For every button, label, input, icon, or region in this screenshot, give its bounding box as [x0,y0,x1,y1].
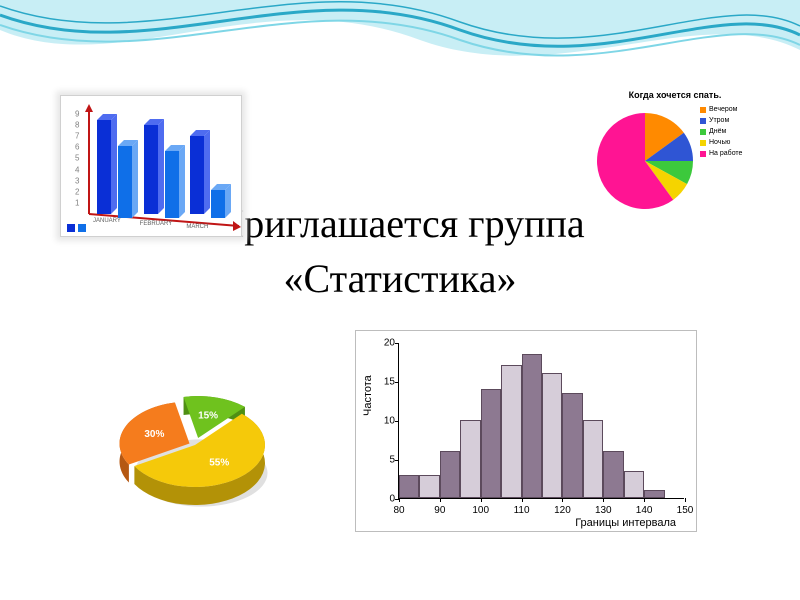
pie-bl-label: 55% [209,458,229,469]
bar3d-chart: 123456789JANUARYFEBRUARYMARCH [60,95,242,237]
title-line-2: «Статистика» [0,255,800,302]
histogram: Частота Границы интервала 05101520809010… [355,330,697,532]
hist-bar [542,373,562,498]
hist-bar [603,451,623,498]
hist-bar [481,389,501,498]
hist-bar [624,471,644,498]
hist-bar [399,475,419,498]
pie-top-right: Когда хочется спать. Вечером Утром Днём Ноч… [590,90,760,240]
hist-ytick: 0 [371,494,395,505]
hist-plot: 051015208090100110120130140150 [398,343,684,499]
hist-xtick: 100 [472,505,489,516]
bar3d-xlabel: MARCH [186,224,208,230]
hist-bar [522,354,542,498]
bar3d-legend [67,224,86,232]
hist-xtick: 120 [554,505,571,516]
hist-ytick: 5 [371,455,395,466]
hist-xtick: 90 [434,505,445,516]
pie-bl-label: 30% [144,429,164,440]
bar3d-bar [165,151,179,218]
hist-xtick: 110 [514,505,530,516]
hist-ytick: 20 [371,338,395,349]
slide: Приглашается группа «Статистика» 1234567… [0,0,800,600]
pie-tr-svg [590,106,700,216]
hist-bar [562,393,582,498]
bar3d-bar [190,136,204,214]
bar3d-bar [144,125,158,214]
hist-bar [583,420,603,498]
pie-tr-legend-item: Ночью [700,139,742,146]
pie-bottom-left: 30% 15% 55% [95,360,305,530]
hist-bar [440,451,460,498]
pie-bl-svg: 30% 15% 55% [95,360,305,530]
bar3d-bar [211,190,225,218]
hist-bar [501,365,521,498]
hist-ytick: 15 [371,377,395,388]
bar3d-xlabel: JANUARY [93,218,121,224]
hist-bar [460,420,480,498]
hist-xtick: 150 [677,505,694,516]
pie-tr-legend-item: Вечером [700,106,742,113]
pie-tr-legend-item: Днём [700,128,742,135]
bar3d-bar [97,120,111,214]
bar3d-xlabel: FEBRUARY [140,221,173,227]
pie-tr-legend-item: На работе [700,150,742,157]
hist-xtick: 80 [393,505,404,516]
pie-tr-title: Когда хочется спать. [590,90,760,100]
hist-bar [419,475,439,498]
hist-xtick: 130 [595,505,612,516]
pie-bl-label: 15% [198,410,218,421]
pie-tr-legend-item: Утром [700,117,742,124]
bar3d-bar [118,146,132,218]
hist-bar [644,490,664,498]
hist-xlabel: Границы интервала [575,517,676,529]
hist-xtick: 140 [636,505,653,516]
pie-tr-legend: Вечером Утром Днём Ночью На работе [700,106,742,161]
hist-ytick: 10 [371,416,395,427]
wave-decoration [0,0,800,90]
